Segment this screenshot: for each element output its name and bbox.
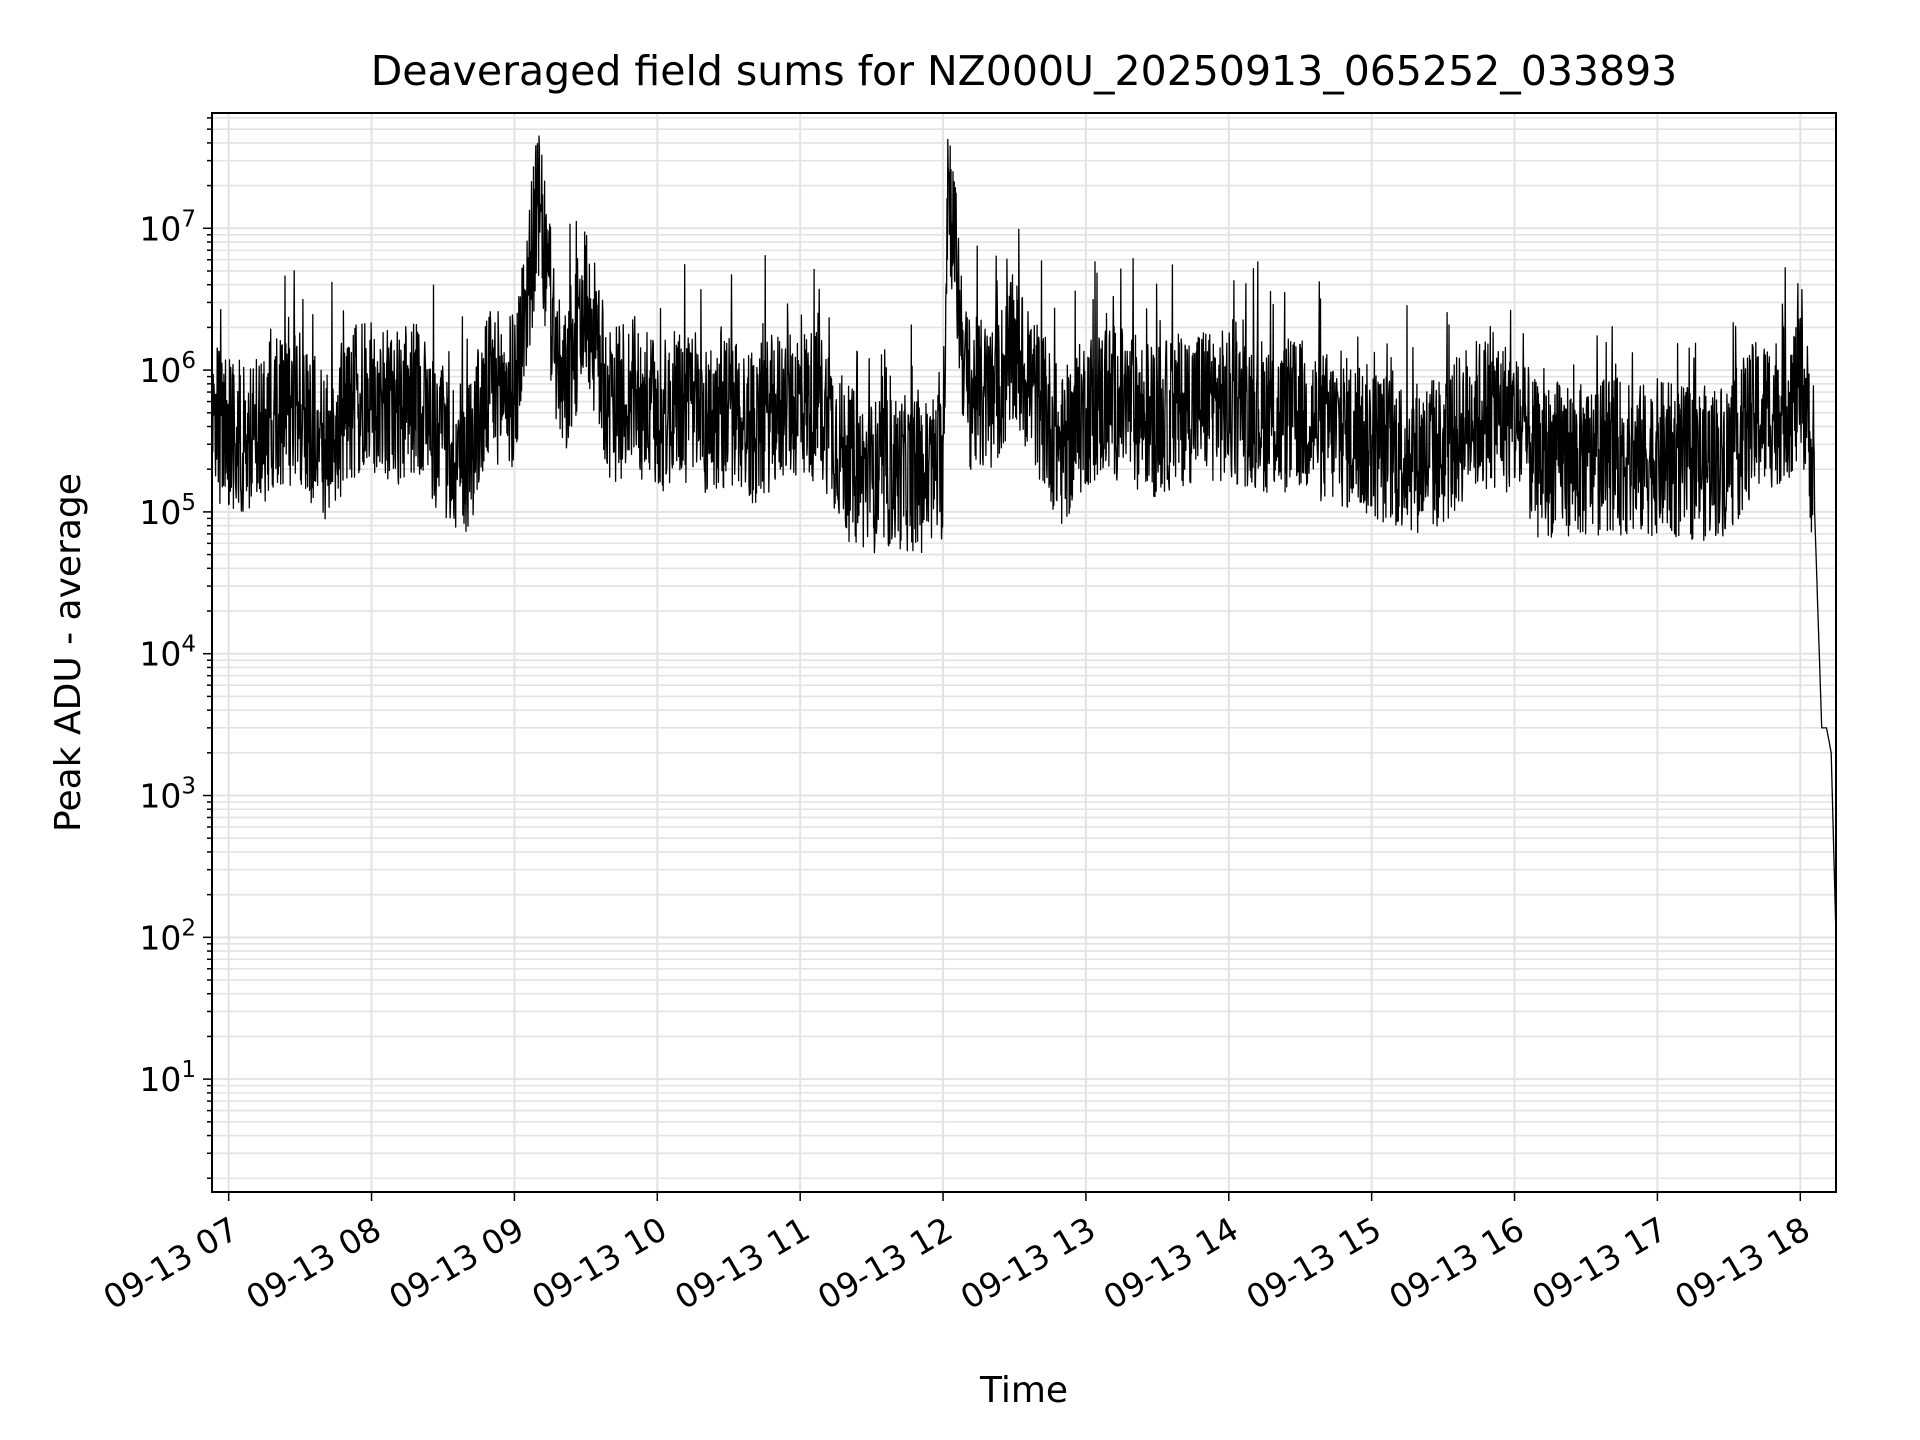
y-tick-label: 103 [139, 774, 196, 816]
y-tick-label: 101 [139, 1057, 196, 1099]
x-axis-label: Time [979, 1370, 1068, 1411]
y-tick-label: 102 [139, 915, 196, 957]
plot-frame [211, 112, 1837, 1193]
y-tick-label: 104 [139, 632, 196, 674]
y-axis-label: Peak ADU - average [48, 473, 89, 832]
series-line [211, 135, 1837, 938]
y-tick-label: 107 [139, 206, 196, 248]
grid [212, 113, 1836, 1192]
y-tick-label: 106 [139, 348, 196, 390]
y-tick-label: 105 [139, 490, 196, 532]
chart-title: Deaveraged field sums for NZ000U_2025091… [371, 47, 1678, 95]
series-layer [211, 135, 1837, 938]
